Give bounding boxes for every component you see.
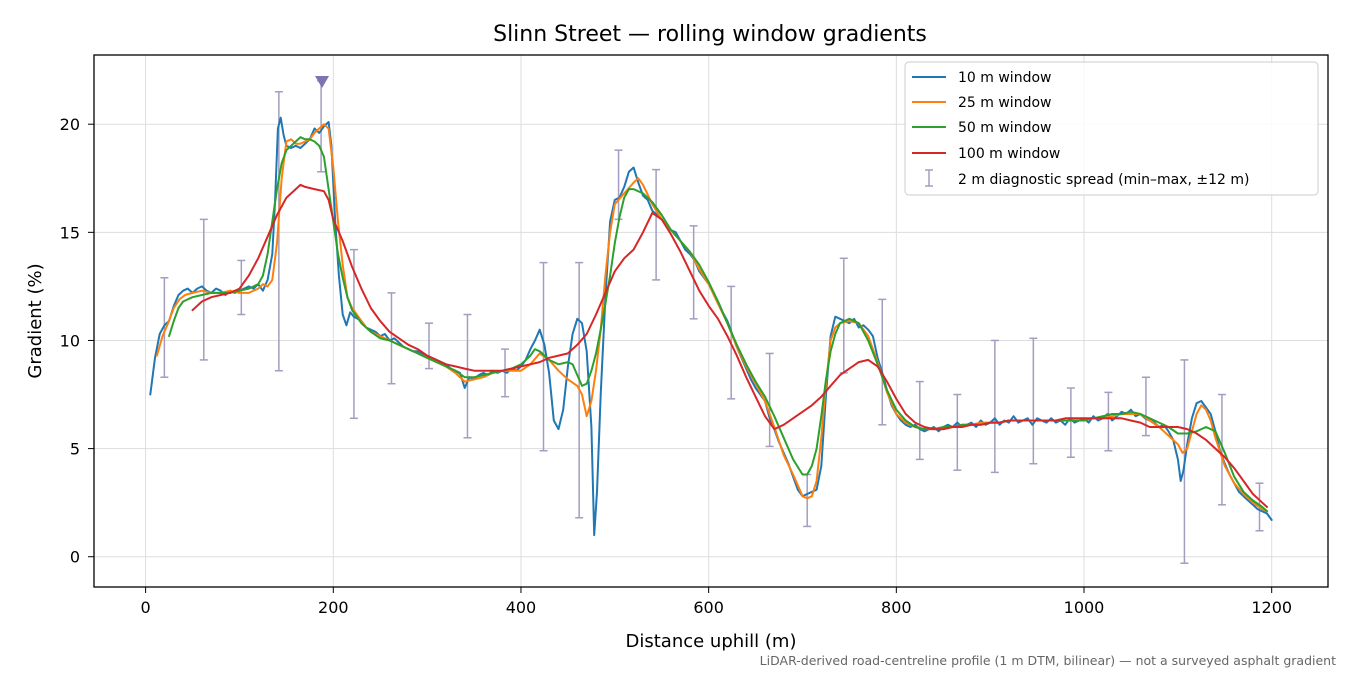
series-lines bbox=[149, 116, 1273, 537]
footnote: LiDAR-derived road-centreline profile (1… bbox=[760, 653, 1336, 668]
x-tick-label: 800 bbox=[881, 598, 912, 617]
error-bar bbox=[689, 225, 698, 320]
legend-label-errorbar: 2 m diagnostic spread (min–max, ±12 m) bbox=[958, 172, 1249, 188]
error-bar bbox=[199, 218, 208, 361]
error-bar bbox=[839, 257, 848, 374]
legend-box bbox=[904, 61, 1319, 196]
x-axis-label: Distance uphill (m) bbox=[626, 631, 797, 652]
error-bar bbox=[915, 380, 924, 461]
legend-label-25m: 25 m window bbox=[958, 95, 1051, 111]
y-tick-label: 5 bbox=[70, 440, 80, 459]
y-tick-label: 10 bbox=[60, 331, 80, 350]
plot-frame bbox=[93, 54, 1329, 588]
error-bar bbox=[425, 322, 434, 370]
error-bar bbox=[1029, 337, 1038, 465]
legend-label-10m: 10 m window bbox=[958, 70, 1051, 86]
y-tick-label: 15 bbox=[60, 223, 80, 242]
x-tick-label: 1200 bbox=[1251, 598, 1292, 617]
x-tick-label: 200 bbox=[318, 598, 349, 617]
x-axis-ticks: 0 200 400 600 800 1000 1200 bbox=[141, 587, 1292, 617]
legend-label-100m: 100 m window bbox=[958, 146, 1060, 162]
y-axis-label: Gradient (%) bbox=[25, 263, 46, 378]
peak-marker bbox=[315, 75, 330, 88]
error-bar bbox=[953, 393, 962, 471]
series-line-3 bbox=[191, 183, 1268, 508]
error-bar bbox=[803, 473, 812, 528]
x-tick-label: 1000 bbox=[1064, 598, 1105, 617]
peak-marker-layer bbox=[315, 75, 330, 88]
legend-swatch-errorbar bbox=[925, 169, 933, 187]
x-tick-label: 400 bbox=[506, 598, 537, 617]
error-bar bbox=[878, 298, 887, 426]
error-bar bbox=[765, 352, 774, 448]
error-bar bbox=[1066, 387, 1075, 458]
chart-title: Slinn Street — rolling window gradients bbox=[493, 22, 927, 47]
y-tick-label: 20 bbox=[60, 115, 80, 134]
error-bar bbox=[990, 339, 999, 474]
error-bar bbox=[387, 292, 396, 385]
error-bar bbox=[652, 168, 661, 281]
y-tick-label: 0 bbox=[70, 548, 80, 567]
legend: 10 m window 25 m window 50 m window 100 … bbox=[904, 61, 1319, 196]
legend-label-50m: 50 m window bbox=[958, 120, 1051, 136]
error-bar bbox=[1104, 391, 1113, 452]
error-bar bbox=[160, 276, 169, 378]
error-bar bbox=[1217, 393, 1226, 506]
y-axis-ticks: 0 5 10 15 20 bbox=[60, 115, 94, 567]
error-bar bbox=[274, 91, 283, 372]
x-tick-label: 600 bbox=[693, 598, 724, 617]
error-bar bbox=[463, 313, 472, 439]
x-tick-label: 0 bbox=[141, 598, 151, 617]
error-bar bbox=[349, 248, 358, 420]
